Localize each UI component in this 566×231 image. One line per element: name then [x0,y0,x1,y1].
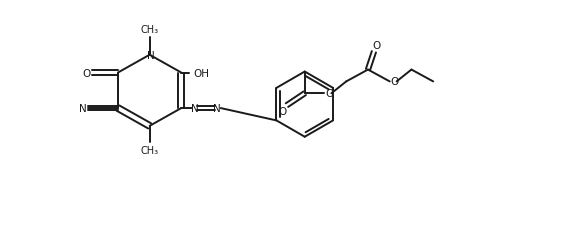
Text: O: O [373,41,381,51]
Text: N: N [79,104,86,114]
Text: O: O [391,77,399,87]
Text: CH₃: CH₃ [140,25,158,35]
Text: O: O [278,106,286,117]
Text: OH: OH [193,68,209,78]
Text: O: O [325,89,333,99]
Text: N: N [213,104,221,114]
Text: N: N [191,104,199,114]
Text: CH₃: CH₃ [140,145,158,155]
Text: N: N [147,51,155,61]
Text: O: O [82,68,91,78]
